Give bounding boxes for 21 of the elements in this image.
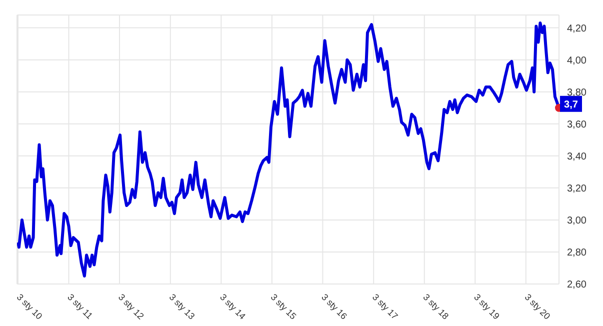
- x-tick-label: 3 sty 14: [218, 292, 248, 322]
- x-tick-label: 3 sty 19: [472, 292, 502, 322]
- y-tick-label: 3,20: [567, 183, 587, 194]
- x-tick-label: 3 sty 20: [522, 292, 552, 322]
- y-tick-label: 4,20: [567, 23, 587, 34]
- annotation: 3,7: [564, 100, 578, 111]
- x-tick-label: 3 sty 16: [320, 292, 349, 322]
- x-tick-label: 3 sty 18: [421, 292, 451, 322]
- x-tick-label: 3 sty 12: [116, 292, 146, 322]
- y-tick-label: 2,80: [567, 248, 587, 259]
- x-tick-label: 3 sty 13: [167, 292, 197, 322]
- y-tick-label: 3,80: [567, 87, 587, 98]
- y-tick-label: 3,40: [567, 151, 587, 162]
- y-tick-label: 3,00: [567, 216, 587, 226]
- x-tick-label: 3 sty 11: [66, 292, 95, 321]
- x-tick-label: 3 sty 15: [268, 292, 298, 322]
- x-tick-label: 3 sty 17: [370, 292, 400, 322]
- y-tick-label: 2,60: [567, 280, 587, 291]
- x-tick-label: 3 sty 10: [14, 292, 44, 322]
- y-tick-label: 3,60: [567, 119, 587, 130]
- y-tick-label: 4,00: [567, 55, 587, 66]
